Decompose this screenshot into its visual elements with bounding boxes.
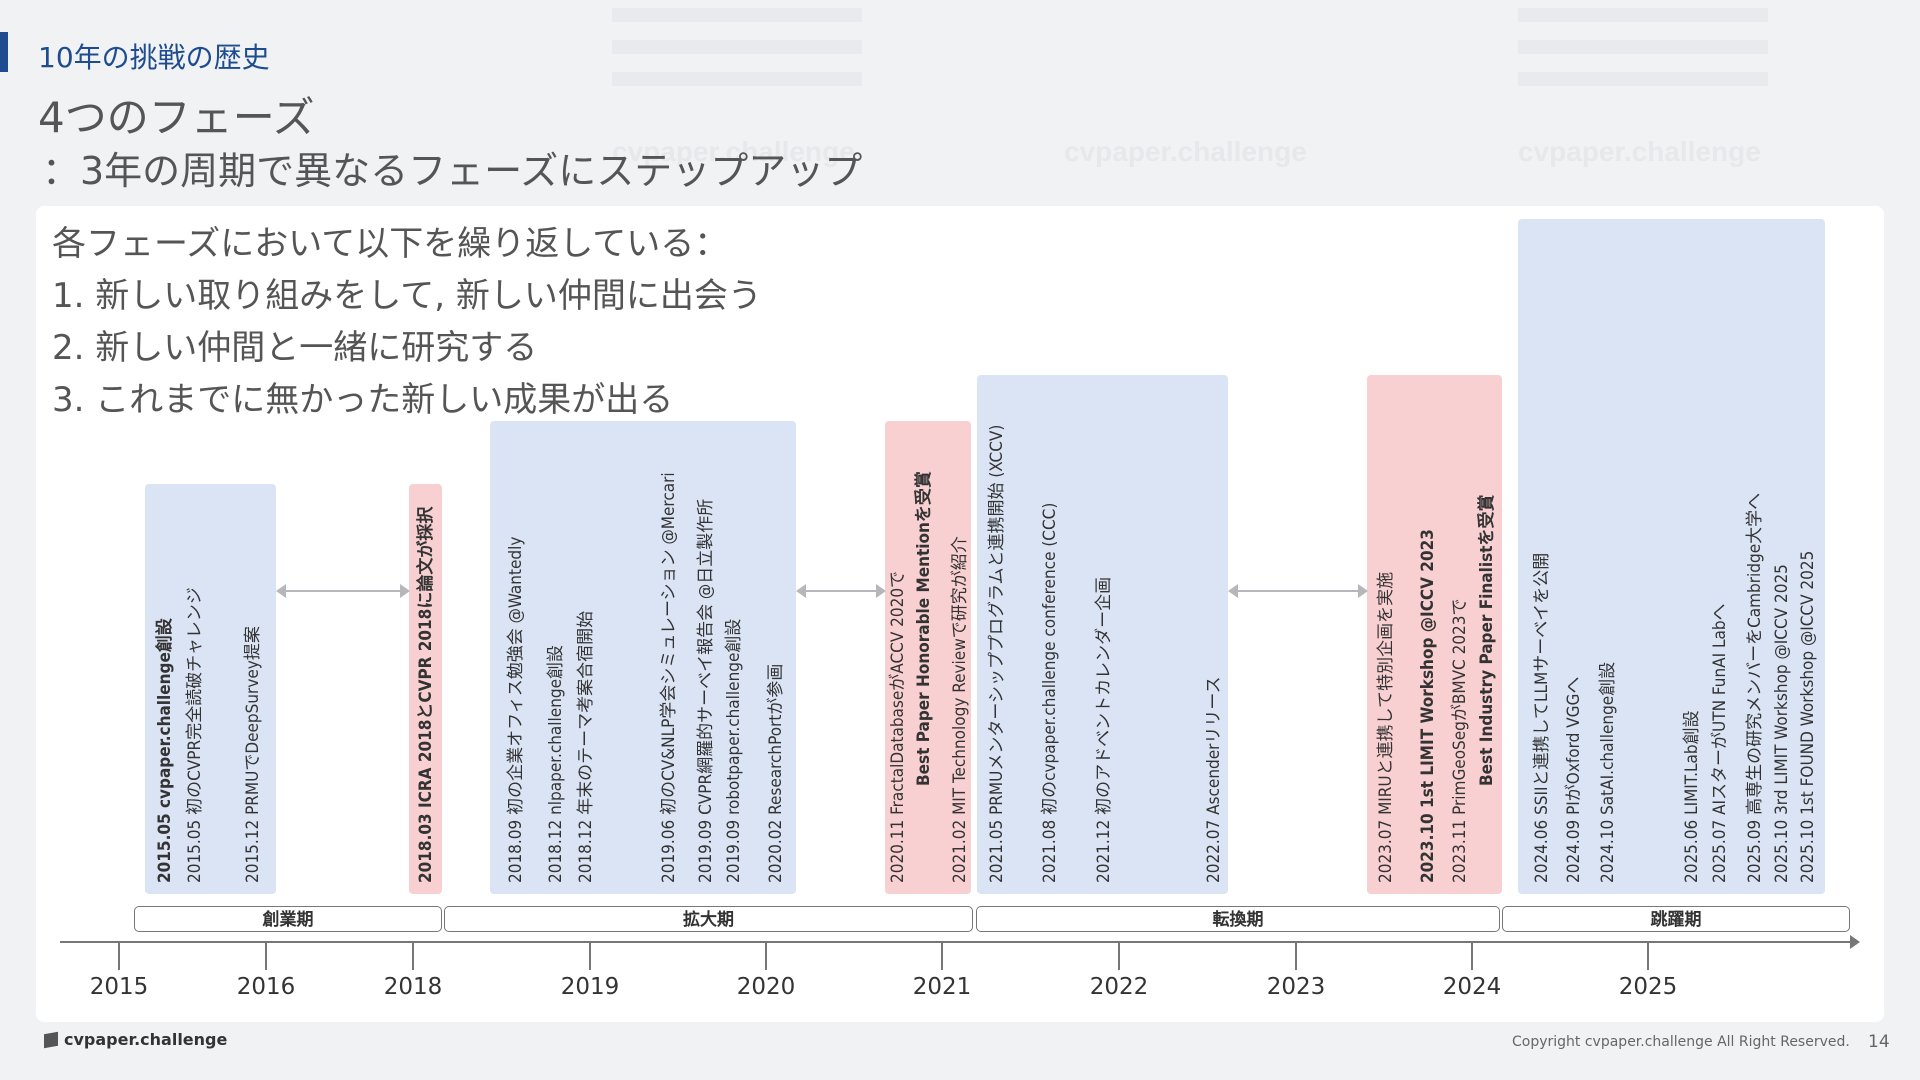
event-block-2015: [145, 484, 276, 894]
connector-arrow: [276, 584, 410, 598]
background-decoration: [1518, 8, 1768, 22]
year-tick: [1295, 942, 1297, 970]
year-label: 2020: [736, 974, 796, 1000]
event-block-2024-2025: [1518, 219, 1825, 894]
background-decoration: [612, 40, 862, 54]
year-label: 2024: [1442, 974, 1502, 1000]
event-label: 2015.05 初のCVPR完全読破チャレンジ: [185, 587, 205, 883]
event-label: 2021.02 MIT Technology Reviewで研究が紹介: [950, 536, 970, 883]
year-tick: [412, 942, 414, 970]
event-label: Best Industry Paper Finalistを受賞: [1477, 494, 1497, 787]
event-block-2020-award: [885, 421, 971, 894]
year-tick: [941, 942, 943, 970]
copyright-text: Copyright cvpaper.challenge All Right Re…: [1512, 1034, 1850, 1050]
event-label: 2024.10 SatAI.challenge創設: [1598, 661, 1618, 883]
year-label: 2023: [1266, 974, 1326, 1000]
year-tick: [1647, 942, 1649, 970]
event-label: 2018.12 年末のテーマ考案合宿開始: [576, 610, 596, 883]
timeline-axis-arrow: [1850, 935, 1860, 949]
phase-leap: 跳躍期: [1502, 906, 1850, 932]
section-title: 10年の挑戦の歴史: [38, 41, 270, 74]
page-title: 4つのフェーズ: [38, 93, 315, 142]
phase-expansion: 拡大期: [444, 906, 973, 932]
event-block-2018-2020: [490, 421, 796, 894]
year-label: 2015: [89, 974, 149, 1000]
year-tick: [1471, 942, 1473, 970]
background-logo-watermark: cvpaper.challenge: [612, 136, 855, 167]
background-logo-watermark: cvpaper.challenge: [1064, 136, 1307, 167]
background-decoration: [1518, 72, 1768, 86]
event-label: 2022.07 Ascenderリリース: [1204, 676, 1224, 883]
event-label: 2019.09 CVPR網羅的サーベイ報告会 @日立製作所: [696, 498, 716, 883]
year-label: 2025: [1618, 974, 1678, 1000]
event-label: 2015.05 cvpaper.challenge創設: [155, 618, 175, 883]
event-label: 2023.07 MIRUと連携して特別企画を実施: [1376, 571, 1396, 883]
event-label: 2021.12 初のアドベントカレンダー企画: [1094, 576, 1114, 883]
year-label: 2016: [236, 974, 296, 1000]
event-label: 2019.06 初のCV&NLP学会シミュレーション @Mercari: [659, 472, 679, 883]
event-label: 2018.12 nlpaper.challenge創設: [546, 644, 566, 883]
year-tick: [118, 942, 120, 970]
year-tick: [265, 942, 267, 970]
year-label: 2018: [383, 974, 443, 1000]
connector-arrow: [796, 584, 886, 598]
event-label: 2021.05 PRMUメンターシッププログラムと連携開始 (XCCV): [987, 424, 1007, 883]
intro-item-2: 2. 新しい仲間と一緒に研究する: [52, 328, 538, 368]
event-label: 2025.09 高専生の研究メンバーをCambridge大学へ: [1745, 492, 1765, 883]
logo-cube-icon: [44, 1031, 58, 1049]
event-label: Best Paper Honorable Mentionを受賞: [914, 471, 934, 786]
background-decoration: [612, 8, 862, 22]
event-label: 2024.06 SSIIと連携してLLMサーベイを公開: [1532, 552, 1552, 883]
page-number: 14: [1868, 1032, 1890, 1052]
timeline-axis: [60, 941, 1850, 943]
year-label: 2019: [560, 974, 620, 1000]
event-block-2018-award: [409, 484, 442, 894]
event-label: 2018.09 初の企業オフィス勉強会 @Wantedly: [506, 536, 526, 883]
event-label: 2025.06 LIMIT.Lab創設: [1682, 710, 1702, 883]
page-subtitle: ：3年の周期で異なるフェーズにステップアップ: [42, 149, 863, 193]
event-label: 2021.08 初のcvpaper.challenge conference (…: [1040, 502, 1060, 883]
year-label: 2021: [912, 974, 972, 1000]
event-label: 2020.11 FractalDatabaseがACCV 2020で: [888, 570, 908, 883]
intro-heading: 各フェーズにおいて以下を繰り返している：: [52, 224, 729, 264]
phase-transition: 転換期: [976, 906, 1500, 932]
background-logo-watermark: cvpaper.challenge: [1518, 136, 1761, 167]
event-label: 2019.09 robotpaper.challenge創設: [724, 618, 744, 883]
intro-item-1: 1. 新しい取り組みをして, 新しい仲間に出会う: [52, 276, 762, 316]
event-label: 2024.09 PIがOxford VGGへ: [1564, 676, 1584, 883]
intro-item-3: 3. これまでに無かった新しい成果が出る: [52, 380, 674, 420]
event-label: 2023.11 PrimGeoSegがBMVC 2023で: [1450, 598, 1470, 883]
event-label: 2025.10 1st FOUND Workshop @ICCV 2025: [1798, 550, 1818, 883]
event-label: 2023.10 1st LIMIT Workshop @ICCV 2023: [1418, 529, 1438, 883]
connector-arrow: [1228, 584, 1368, 598]
background-decoration: [1518, 40, 1768, 54]
event-block-2023-award: [1367, 375, 1502, 894]
year-tick: [765, 942, 767, 970]
section-accent-bar: [0, 32, 8, 72]
event-label: 2025.10 3rd LIMIT Workshop @ICCV 2025: [1772, 564, 1792, 883]
event-block-2021-2022: [977, 375, 1228, 894]
year-tick: [1118, 942, 1120, 970]
phase-founding: 創業期: [134, 906, 442, 932]
year-label: 2022: [1089, 974, 1149, 1000]
event-label: 2015.12 PRMUでDeepSurvey提案: [243, 626, 263, 883]
event-label: 2020.02 ResearchPortが参画: [766, 663, 786, 883]
event-label: 2018.03 ICRA 2018とCVPR 2018に論文が採択: [416, 506, 436, 883]
footer-logo-text: cvpaper.challenge: [64, 1030, 228, 1049]
footer-logo: cvpaper.challenge: [44, 1030, 227, 1049]
background-decoration: [612, 72, 862, 86]
year-tick: [589, 942, 591, 970]
event-label: 2025.07 AIスターがUTN FunAI Labへ: [1710, 603, 1730, 883]
